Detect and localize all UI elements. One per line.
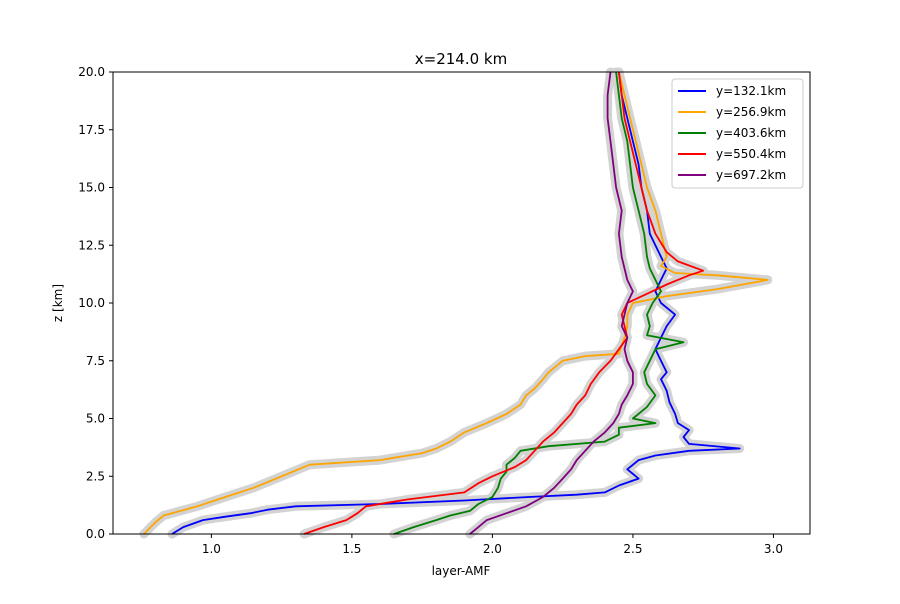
x-tick-label: 1.0 bbox=[202, 542, 221, 556]
legend-label: y=697.2km bbox=[716, 168, 786, 182]
x-tick-label: 3.0 bbox=[764, 542, 783, 556]
y-axis-label: z [km] bbox=[51, 284, 65, 322]
legend-label: y=256.9km bbox=[716, 105, 786, 119]
y-tick-label: 5.0 bbox=[86, 412, 105, 426]
x-axis-label: layer-AMF bbox=[432, 564, 491, 578]
legend-frame bbox=[671, 78, 804, 189]
y-tick-label: 20.0 bbox=[78, 65, 105, 79]
y-tick-label: 2.5 bbox=[86, 469, 105, 483]
legend-label: y=132.1km bbox=[716, 84, 786, 98]
legend-label: y=403.6km bbox=[716, 126, 786, 140]
series-line-5 bbox=[469, 71, 634, 535]
y-tick-label: 0.0 bbox=[86, 527, 105, 541]
x-tick-label: 2.0 bbox=[483, 542, 502, 556]
y-axis: 0.0 2.5 5.0 7.5 10.0 12.5 15.0 17.5 20.0 bbox=[78, 65, 113, 541]
chart-title: x=214.0 km bbox=[415, 50, 507, 68]
y-tick-label: 15.0 bbox=[78, 181, 105, 195]
legend: y=132.1km y=256.9km y=403.6km y=550.4km y=69… bbox=[671, 78, 804, 189]
series-line-1 bbox=[171, 71, 741, 535]
y-tick-label: 7.5 bbox=[86, 354, 105, 368]
series-line-3 bbox=[393, 71, 685, 535]
series-line-4 bbox=[303, 71, 705, 535]
y-tick-label: 10.0 bbox=[78, 296, 105, 310]
x-tick-label: 1.5 bbox=[342, 542, 361, 556]
y-tick-label: 17.5 bbox=[78, 123, 105, 137]
y-tick-label: 12.5 bbox=[78, 238, 105, 252]
x-axis: 1.0 1.5 2.0 2.5 3.0 bbox=[202, 534, 783, 556]
legend-label: y=550.4km bbox=[716, 147, 786, 161]
series-lines bbox=[143, 71, 769, 535]
uncertainty-band-5 bbox=[465, 67, 638, 539]
series-line-2 bbox=[143, 71, 769, 535]
x-tick-label: 2.5 bbox=[623, 542, 642, 556]
